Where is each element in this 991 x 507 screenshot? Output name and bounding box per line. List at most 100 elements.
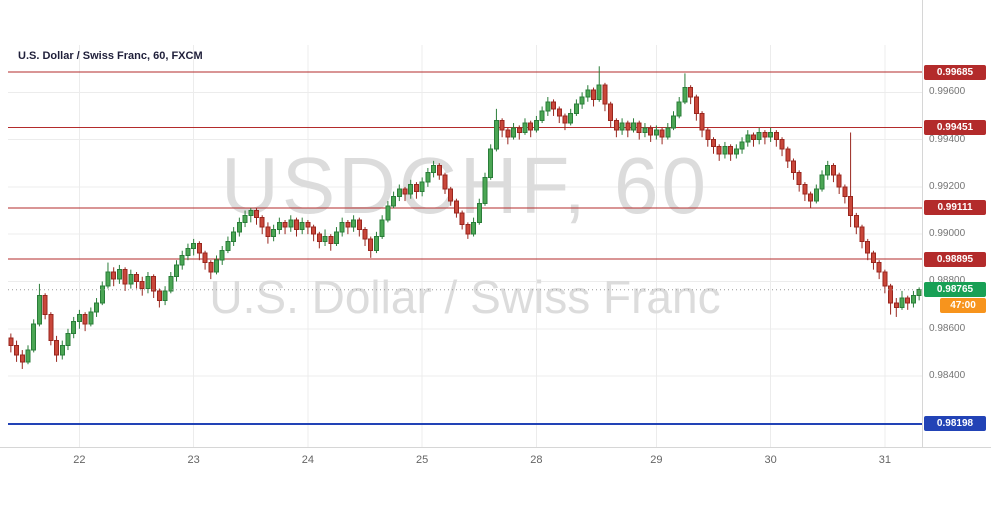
- time-axis[interactable]: 22 23 24 25 28 29 30 31: [0, 447, 991, 507]
- candle-body: [196, 243, 202, 254]
- time-axis-label: 23: [187, 454, 200, 466]
- candle-body: [665, 127, 671, 138]
- candle-body: [145, 276, 151, 290]
- candle-body: [790, 160, 796, 174]
- price-axis-label: 0.99400: [929, 133, 966, 145]
- candle-body: [899, 297, 905, 308]
- candle-body: [870, 252, 876, 264]
- candle-body: [448, 188, 454, 202]
- candle-body: [128, 273, 134, 285]
- candle-body: [636, 122, 642, 133]
- candle-body: [185, 247, 191, 256]
- candle-body: [836, 174, 842, 188]
- candle-body: [716, 146, 722, 155]
- candle-body: [568, 113, 574, 124]
- candle-body: [750, 134, 756, 141]
- candle-body: [876, 262, 882, 273]
- candle-body: [825, 165, 831, 176]
- candle-body: [305, 221, 311, 228]
- candle-body: [482, 176, 488, 204]
- price-axis-label: 0.98400: [929, 370, 966, 382]
- candle-body: [813, 188, 819, 202]
- candle-body: [608, 103, 614, 122]
- candle-body: [631, 122, 637, 131]
- candle-body: [545, 101, 551, 112]
- candle-body: [488, 148, 494, 178]
- candle-body: [71, 321, 77, 334]
- price-axis[interactable]: 0.98400 0.98600 0.98800 0.99000 0.99200 0.994…: [922, 0, 991, 447]
- candle-body: [311, 226, 317, 235]
- candle-body: [733, 148, 739, 155]
- candle-body: [42, 295, 48, 316]
- price-axis-label: 0.98600: [929, 322, 966, 334]
- candle-body: [648, 127, 654, 136]
- candle-body: [659, 129, 665, 138]
- candle-body: [842, 186, 848, 197]
- candle-body: [653, 129, 659, 136]
- candle-body: [396, 188, 402, 197]
- candle-body: [745, 134, 751, 143]
- candle-body: [602, 84, 608, 105]
- candle-body: [162, 290, 168, 301]
- candle-body: [768, 131, 774, 138]
- candle-body: [585, 89, 591, 98]
- candle-body: [619, 122, 625, 131]
- candle-body: [94, 302, 100, 313]
- time-axis-label: 30: [764, 454, 777, 466]
- candle-body: [882, 271, 888, 287]
- candle-body: [756, 131, 762, 141]
- candle-body: [676, 101, 682, 117]
- candle-body: [699, 113, 705, 131]
- candle-body: [859, 226, 865, 242]
- watermark-symbol: USDCHF, 60: [221, 141, 709, 230]
- candle-body: [88, 311, 94, 325]
- candle-body: [533, 120, 539, 131]
- bar-countdown-badge: 47:00: [940, 297, 986, 313]
- candle-body: [779, 139, 785, 150]
- candle-body: [802, 184, 808, 195]
- candle-body: [105, 271, 111, 287]
- candle-body: [14, 344, 20, 356]
- candle-body: [762, 131, 768, 138]
- candle-body: [539, 110, 545, 122]
- price-axis-label: 0.99600: [929, 86, 966, 98]
- candle-body: [830, 165, 836, 176]
- candle-body: [322, 236, 328, 242]
- candle-body: [613, 120, 619, 131]
- candle-body: [722, 146, 728, 155]
- candle-body: [528, 122, 534, 131]
- chart-title: U.S. Dollar / Swiss Franc, 60, FXCM: [18, 50, 203, 62]
- candle-body: [431, 165, 437, 174]
- candle-body: [785, 148, 791, 162]
- candle-body: [728, 146, 734, 155]
- candle-body: [265, 226, 271, 238]
- candle-body: [391, 195, 397, 207]
- candle-body: [191, 243, 197, 249]
- price-axis-label: 0.99000: [929, 228, 966, 240]
- time-axis-label: 25: [416, 454, 429, 466]
- candle-body: [379, 219, 385, 238]
- candle-body: [819, 174, 825, 190]
- candle-body: [8, 337, 14, 346]
- candle-body: [739, 141, 745, 150]
- candle-body: [351, 219, 357, 228]
- candle-body: [59, 344, 65, 356]
- candle-body: [848, 195, 854, 216]
- candle-body: [168, 276, 174, 292]
- candle-body: [425, 172, 431, 183]
- candle-body: [671, 115, 677, 129]
- candle-body: [339, 221, 345, 233]
- candle-body: [471, 221, 477, 235]
- candle-body: [693, 96, 699, 115]
- candle-body: [25, 349, 31, 363]
- candle-body: [591, 89, 597, 100]
- candle-body: [573, 103, 579, 115]
- candle-body: [253, 210, 259, 219]
- candle-body: [31, 323, 37, 351]
- candle-body: [642, 127, 648, 133]
- level-price-badge: 0.98895: [924, 251, 986, 267]
- candle-body: [259, 217, 265, 228]
- candle-body: [356, 219, 362, 230]
- candle-body: [276, 221, 282, 230]
